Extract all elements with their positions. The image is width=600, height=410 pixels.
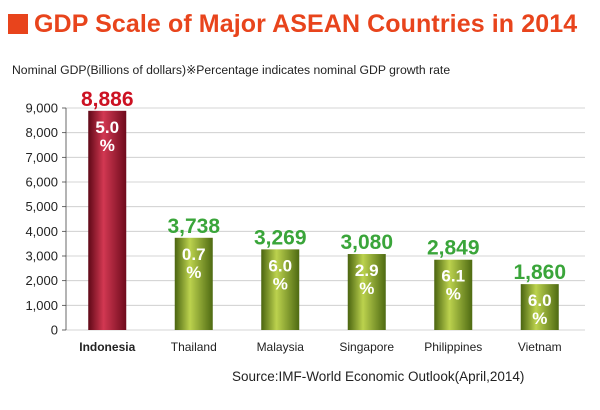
bar-vietnam (520, 284, 559, 330)
growth-rate-label: 5.0 (95, 118, 119, 137)
value-label: 3,269 (254, 226, 307, 249)
growth-rate-percent: % (359, 279, 374, 298)
chart-title: GDP Scale of Major ASEAN Countries in 20… (8, 4, 577, 44)
bar-malaysia (261, 249, 300, 330)
growth-rate-percent: % (532, 309, 547, 328)
category-label: Singapore (339, 340, 394, 354)
gridlines (66, 107, 585, 331)
growth-rate-label: 6.0 (528, 291, 552, 310)
category-label: Thailand (171, 340, 217, 354)
y-tick-label: 2,000 (25, 273, 58, 288)
bar-indonesia (88, 110, 127, 330)
growth-rate-label: 0.7 (182, 245, 206, 264)
growth-rate-percent: % (273, 274, 288, 293)
value-label: 2,849 (427, 237, 480, 260)
growth-rate-label: 6.0 (268, 256, 292, 275)
bar-thailand (174, 237, 213, 330)
category-label: Philippines (424, 340, 482, 354)
source-note: Source:IMF-World Economic Outlook(April,… (232, 369, 525, 384)
y-tick-label: 9,000 (25, 101, 58, 116)
title-marker-square (8, 14, 28, 34)
y-tick-label: 6,000 (25, 175, 58, 190)
value-label: 3,080 (340, 231, 393, 254)
labels: 8,886 5.0% Indonesia 3,738 0.7% Thailand 3,269… (79, 88, 566, 354)
category-label: Indonesia (79, 340, 135, 354)
y-axis: 0 1,000 2,000 3,000 4,000 5,000 6,000 7,000 8,00… (25, 101, 67, 338)
growth-rate-percent: % (446, 285, 461, 304)
bar-singapore (347, 254, 386, 330)
y-tick-label: 4,000 (25, 224, 58, 239)
y-tick-label: 5,000 (25, 199, 58, 214)
chart-subtitle: Nominal GDP(Billions of dollars)※Percent… (12, 63, 451, 77)
growth-rate-label: 2.9 (355, 261, 379, 280)
chart-title-text: GDP Scale of Major ASEAN Countries in 20… (34, 9, 578, 38)
category-label: Vietnam (518, 340, 562, 354)
growth-rate-label: 6.1 (441, 267, 465, 286)
value-label: 8,886 (81, 88, 134, 111)
bars (88, 110, 559, 330)
growth-rate-percent: % (100, 136, 115, 155)
value-label: 3,738 (167, 215, 220, 238)
y-tick-label: 8,000 (25, 125, 58, 140)
y-tick-label: 7,000 (25, 150, 58, 165)
bar-philippines (434, 259, 473, 330)
value-label: 1,860 (513, 261, 566, 284)
growth-rate-percent: % (186, 263, 201, 282)
y-tick-label: 0 (51, 323, 58, 338)
category-label: Malaysia (257, 340, 305, 354)
y-tick-label: 1,000 (25, 298, 58, 313)
y-tick-label: 3,000 (25, 249, 58, 264)
